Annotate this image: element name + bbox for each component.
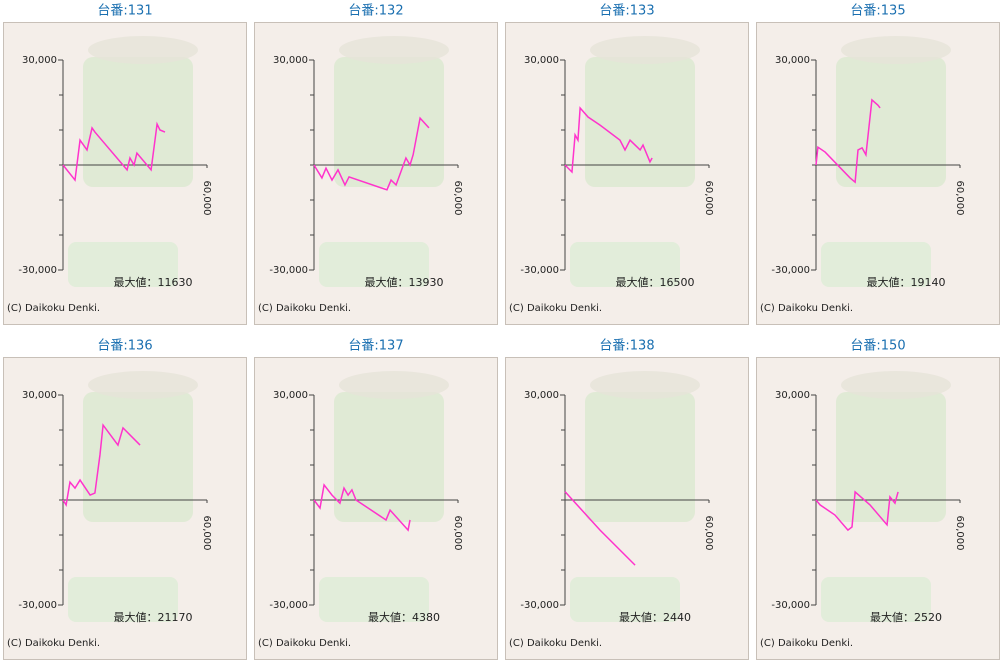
- deco: [590, 371, 700, 399]
- credit: (C) Daikoku Denki.: [7, 638, 100, 649]
- deco: [590, 36, 700, 64]
- x-tick-label: 60,000: [703, 181, 714, 216]
- credit: (C) Daikoku Denki.: [509, 638, 602, 649]
- y-tick-label: 30,000: [22, 55, 57, 66]
- x-tick-label: 60,000: [452, 516, 463, 551]
- max-annotation: 最大値：13930: [365, 275, 444, 289]
- y-tick-label: 30,000: [22, 390, 57, 401]
- deco: [68, 242, 178, 287]
- panel: 30,000 -30,000 60,000 最大値：21170 (C) Daikoku …: [3, 357, 247, 660]
- max-annotation: 最大値：4380: [368, 610, 440, 624]
- data-line: [564, 106, 653, 174]
- x-tick-label: 60,000: [954, 181, 965, 216]
- panel-title: 台番:137: [348, 339, 403, 354]
- y-tick-label: -30,000: [771, 265, 810, 276]
- credit: (C) Daikoku Denki.: [760, 638, 853, 649]
- x-tick-label: 60,000: [703, 516, 714, 551]
- data-line: [815, 490, 899, 532]
- deco: [83, 392, 193, 522]
- deco: [570, 577, 680, 622]
- deco: [570, 242, 680, 287]
- credit: (C) Daikoku Denki.: [760, 303, 853, 314]
- panel: 30,000 -30,000 60,000 最大値：2440 (C) Daikoku D…: [505, 357, 749, 660]
- deco: [821, 242, 931, 287]
- deco: [319, 242, 429, 287]
- deco: [836, 392, 946, 522]
- credit: (C) Daikoku Denki.: [509, 303, 602, 314]
- max-annotation: 最大値：2440: [619, 610, 691, 624]
- deco: [68, 577, 178, 622]
- x-tick-label: 60,000: [452, 181, 463, 216]
- panel-title: 台番:150: [850, 339, 905, 354]
- max-annotation: 最大値：11630: [114, 275, 193, 289]
- deco: [319, 577, 429, 622]
- y-tick-label: -30,000: [771, 600, 810, 611]
- data-line: [313, 483, 411, 532]
- deco: [821, 577, 931, 622]
- deco: [88, 371, 198, 399]
- panel-title: 台番:132: [348, 4, 403, 19]
- deco: [83, 57, 193, 187]
- panel: 30,000 -30,000 60,000 最大値：2520 (C) Daikoku D…: [756, 357, 1000, 660]
- deco: [841, 36, 951, 64]
- deco: [334, 392, 444, 522]
- y-tick-label: 30,000: [273, 390, 308, 401]
- max-annotation: 最大値：21170: [114, 610, 193, 624]
- x-tick-label: 60,000: [201, 181, 212, 216]
- credit: (C) Daikoku Denki.: [258, 638, 351, 649]
- panel: 30,000 -30,000 60,000 最大値：13930 (C) Daikoku …: [254, 22, 498, 325]
- panel-title: 台番:133: [599, 4, 654, 19]
- y-tick-label: -30,000: [18, 265, 57, 276]
- data-line: [313, 116, 430, 191]
- y-tick-label: -30,000: [269, 600, 308, 611]
- x-tick-label: 60,000: [201, 516, 212, 551]
- panel: 30,000 -30,000 60,000 最大値：11630 (C) Daikoku …: [3, 22, 247, 325]
- deco: [836, 57, 946, 187]
- y-tick-label: 30,000: [775, 55, 810, 66]
- y-tick-label: 30,000: [524, 55, 559, 66]
- data-line: [62, 423, 141, 507]
- panel: 30,000 -30,000 60,000 最大値：16500 (C) Daikoku …: [505, 22, 749, 325]
- deco: [841, 371, 951, 399]
- deco: [339, 371, 449, 399]
- deco: [585, 392, 695, 522]
- panel-title: 台番:136: [97, 339, 152, 354]
- y-tick-label: -30,000: [269, 265, 308, 276]
- deco: [88, 36, 198, 64]
- panel: 30,000 -30,000 60,000 最大値：4380 (C) Daikoku D…: [254, 357, 498, 660]
- y-tick-label: -30,000: [18, 600, 57, 611]
- data-line: [62, 121, 166, 182]
- max-annotation: 最大値：16500: [616, 275, 695, 289]
- x-tick-label: 60,000: [954, 516, 965, 551]
- panel-title: 台番:131: [97, 4, 152, 19]
- y-tick-label: 30,000: [273, 55, 308, 66]
- y-tick-label: 30,000: [524, 390, 559, 401]
- data-line: [564, 491, 636, 566]
- y-tick-label: -30,000: [520, 265, 559, 276]
- data-line: [815, 98, 881, 184]
- max-annotation: 最大値：19140: [867, 275, 946, 289]
- y-tick-label: 30,000: [775, 390, 810, 401]
- y-tick-label: -30,000: [520, 600, 559, 611]
- credit: (C) Daikoku Denki.: [7, 303, 100, 314]
- deco: [339, 36, 449, 64]
- panel-title: 台番:135: [850, 4, 905, 19]
- max-annotation: 最大値：2520: [870, 610, 942, 624]
- deco: [334, 57, 444, 187]
- deco: [585, 57, 695, 187]
- panel: 30,000 -30,000 60,000 最大値：19140 (C) Daikoku …: [756, 22, 1000, 325]
- panel-title: 台番:138: [599, 339, 654, 354]
- credit: (C) Daikoku Denki.: [258, 303, 351, 314]
